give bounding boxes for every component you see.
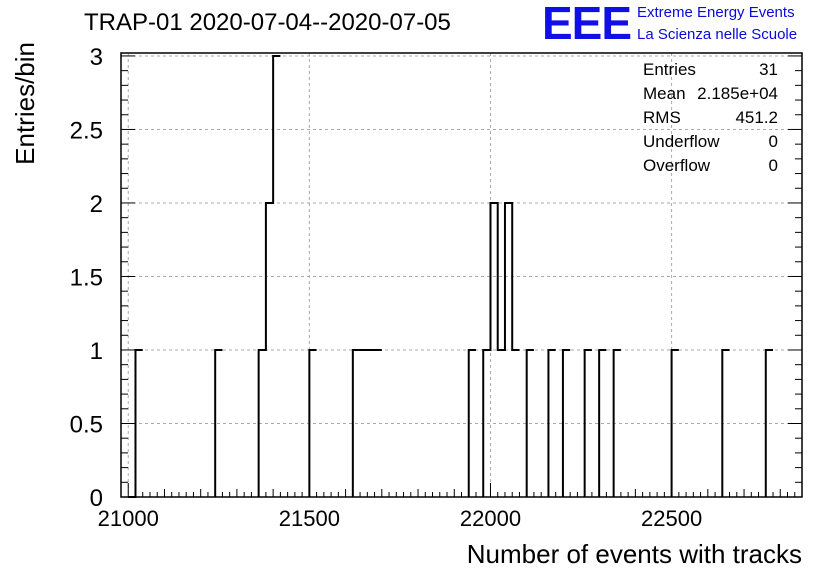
stats-label: Overflow (643, 156, 711, 175)
logo-line-1: Extreme Energy Events (637, 4, 795, 21)
x-tick-label: 22000 (460, 506, 521, 531)
axis-ticks (120, 55, 803, 498)
stats-row: Mean 2.185e+04 (640, 84, 780, 108)
chart-title: TRAP-01 2020-07-04--2020-07-05 (84, 9, 451, 36)
y-tick-label: 1.5 (70, 264, 103, 291)
stats-label: Underflow (643, 132, 720, 151)
stats-value: 2.185e+04 (697, 84, 778, 103)
stats-value: 451.2 (735, 108, 778, 127)
logo-mark: EEE (542, 0, 632, 49)
y-tick-label: 0 (90, 485, 103, 512)
histogram-outline (128, 54, 774, 498)
stats-row: Entries 31 (640, 60, 780, 84)
y-tick-label: 2 (90, 191, 103, 218)
stats-label: Mean (643, 84, 686, 103)
x-tick-label: 21000 (98, 506, 159, 531)
y-tick-label: 3 (90, 44, 103, 71)
x-axis-label: Number of events with tracks (467, 539, 802, 569)
stats-value: 0 (768, 156, 778, 175)
stats-row: RMS 451.2 (640, 108, 780, 132)
y-tick-label: 1 (90, 338, 103, 365)
stats-box: Entries 31 Mean 2.185e+04 RMS 451.2 Underflow 0… (640, 60, 780, 180)
y-tick-label: 0.5 (70, 411, 103, 438)
stats-label: Entries (643, 60, 696, 79)
y-axis-label: Entries/bin (10, 42, 40, 165)
x-tick-label: 21500 (279, 506, 340, 531)
tick-labels: 21000 21500 22000 22500 0 0.5 1 1.5 2 2.5 3 (70, 44, 703, 531)
x-tick-label: 22500 (641, 506, 702, 531)
logo-line-2: La Scienza nelle Scuole (637, 26, 798, 43)
eee-logo: EEE Extreme Energy Events La Scienza nel… (542, 0, 832, 49)
stats-value: 31 (759, 60, 778, 79)
stats-row: Underflow 0 (640, 132, 780, 156)
stats-label: RMS (643, 108, 681, 127)
stats-value: 0 (768, 132, 778, 151)
y-tick-label: 2.5 (70, 117, 103, 144)
stats-row: Overflow 0 (640, 156, 780, 180)
